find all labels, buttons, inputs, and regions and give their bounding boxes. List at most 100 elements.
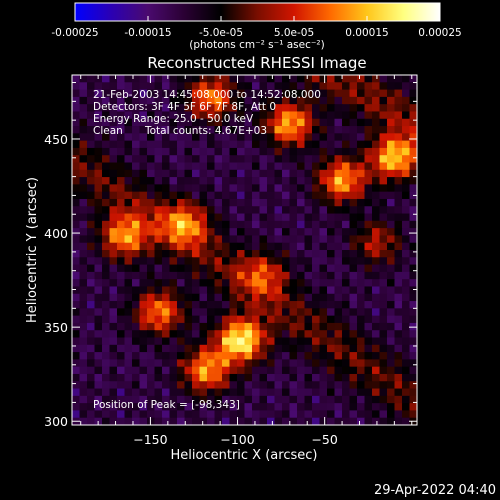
heatmap-cell bbox=[334, 213, 343, 222]
heatmap-cell bbox=[109, 395, 118, 404]
heatmap-cell bbox=[349, 250, 358, 258]
heatmap-cell bbox=[357, 410, 366, 419]
heatmap-cell bbox=[402, 118, 411, 127]
heatmap-cell bbox=[289, 104, 298, 113]
heatmap-cell bbox=[177, 140, 186, 149]
heatmap-cell bbox=[402, 228, 411, 237]
heatmap-cell bbox=[349, 118, 358, 127]
heatmap-cell bbox=[154, 104, 163, 113]
heatmap-cell bbox=[334, 344, 343, 353]
heatmap-cell bbox=[192, 169, 201, 178]
heatmap-cell bbox=[244, 213, 253, 222]
heatmap-cell bbox=[162, 381, 171, 390]
heatmap-cell bbox=[79, 213, 88, 222]
heatmap-cell bbox=[94, 133, 103, 142]
heatmap-cell bbox=[289, 301, 298, 309]
heatmap-cell bbox=[214, 155, 223, 164]
heatmap-cell bbox=[87, 301, 96, 309]
heatmap-cell bbox=[282, 147, 291, 156]
heatmap-cell bbox=[327, 352, 336, 360]
heatmap-cell bbox=[244, 96, 253, 105]
heatmap-cell bbox=[192, 410, 201, 419]
heatmap-cell bbox=[214, 366, 223, 375]
heatmap-cell bbox=[304, 147, 313, 156]
heatmap-cell bbox=[169, 257, 178, 266]
heatmap-cell bbox=[304, 220, 313, 229]
heatmap-cell bbox=[177, 359, 186, 368]
heatmap-cell bbox=[177, 104, 186, 113]
heatmap-cell bbox=[117, 286, 126, 295]
heatmap-cell bbox=[252, 308, 261, 317]
heatmap-cell bbox=[79, 403, 88, 412]
heatmap-cell bbox=[169, 322, 178, 331]
heatmap-cell bbox=[139, 322, 148, 331]
heatmap-cell bbox=[244, 191, 253, 200]
heatmap-cell bbox=[192, 242, 201, 251]
heatmap-cell bbox=[79, 330, 88, 339]
heatmap-cell bbox=[207, 242, 216, 251]
heatmap-cell bbox=[274, 403, 283, 412]
heatmap-cell bbox=[184, 344, 193, 353]
heatmap-cell bbox=[147, 206, 156, 215]
heatmap-cell bbox=[244, 337, 253, 346]
heatmap-cell bbox=[169, 111, 178, 120]
plot-frame bbox=[71, 74, 418, 426]
heatmap-cell bbox=[409, 352, 417, 360]
heatmap-cell bbox=[334, 133, 343, 142]
heatmap-cell bbox=[357, 96, 366, 105]
heatmap-cell bbox=[372, 337, 381, 346]
heatmap-cell bbox=[169, 337, 178, 346]
heatmap-cell bbox=[252, 104, 261, 113]
heatmap-cell bbox=[87, 330, 96, 339]
heatmap-cell bbox=[379, 308, 388, 317]
heatmap-cell bbox=[387, 344, 396, 353]
heatmap-cell bbox=[237, 206, 246, 215]
heatmap-cell bbox=[109, 184, 118, 193]
heatmap-cell bbox=[259, 104, 268, 113]
heatmap-cell bbox=[349, 308, 358, 317]
heatmap-cell bbox=[177, 352, 186, 360]
heatmap-cell bbox=[102, 388, 111, 397]
heatmap-cell bbox=[72, 264, 81, 273]
heatmap-cell bbox=[394, 381, 403, 390]
heatmap-cell bbox=[222, 155, 231, 164]
heatmap-cell bbox=[327, 198, 336, 207]
heatmap-cell bbox=[387, 184, 396, 193]
heatmap-cell bbox=[102, 337, 111, 346]
heatmap-cell bbox=[342, 242, 351, 251]
heatmap-cell bbox=[154, 235, 163, 244]
heatmap-cell bbox=[169, 315, 178, 324]
heatmap-cell bbox=[364, 242, 373, 251]
chart-title: Reconstructed RHESSI Image bbox=[147, 54, 366, 72]
heatmap-cell bbox=[402, 140, 411, 149]
heatmap-cell bbox=[349, 359, 358, 368]
heatmap-cell bbox=[147, 417, 156, 425]
heatmap-cell bbox=[252, 250, 261, 258]
heatmap-cell bbox=[364, 330, 373, 339]
heatmap-cell bbox=[207, 82, 216, 91]
heatmap-cell bbox=[334, 322, 343, 331]
heatmap-cell bbox=[259, 220, 268, 229]
heatmap-cell bbox=[304, 395, 313, 404]
heatmap-cell bbox=[214, 111, 223, 120]
heatmap-cell bbox=[184, 89, 193, 98]
heatmap-cell bbox=[154, 264, 163, 273]
heatmap-cell bbox=[282, 330, 291, 339]
heatmap-cell bbox=[79, 381, 88, 390]
heatmap-cell bbox=[124, 89, 133, 98]
heatmap-cell bbox=[87, 104, 96, 113]
heatmap-cell bbox=[214, 191, 223, 200]
heatmap-cell bbox=[327, 82, 336, 91]
heatmap-cell bbox=[394, 162, 403, 171]
heatmap-cell bbox=[132, 206, 141, 215]
heatmap-cell bbox=[117, 279, 126, 288]
heatmap-cell bbox=[177, 111, 186, 120]
heatmap-cell bbox=[297, 162, 306, 171]
heatmap-cell bbox=[394, 344, 403, 353]
heatmap-cell bbox=[342, 308, 351, 317]
heatmap-cell bbox=[117, 169, 126, 178]
heatmap-cell bbox=[162, 75, 171, 83]
heatmap-cell bbox=[177, 308, 186, 317]
heatmap-cell bbox=[102, 315, 111, 324]
heatmap-cell bbox=[364, 104, 373, 113]
